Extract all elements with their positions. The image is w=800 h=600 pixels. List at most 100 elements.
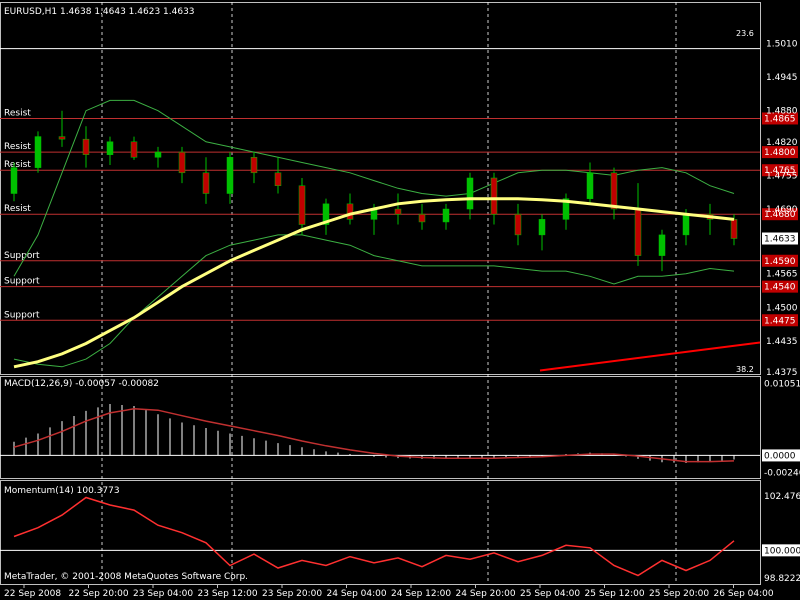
price-tick-5: 1.4690 bbox=[766, 205, 798, 215]
x-label-10: 25 Sep 20:00 bbox=[649, 589, 709, 599]
x-axis: 22 Sep 2008 22 Sep 20:00 23 Sep 04:00 23 Se… bbox=[4, 584, 774, 599]
price-tick-2: 1.4880 bbox=[766, 107, 798, 117]
candle-18 bbox=[442, 208, 450, 223]
x-label-11: 26 Sep 04:00 bbox=[714, 589, 774, 599]
level-box-text-5: 1.4540 bbox=[764, 283, 796, 293]
candle-5 bbox=[130, 141, 138, 158]
level-box-1 bbox=[762, 146, 798, 159]
macd-signal-line bbox=[13, 408, 735, 463]
candle-21 bbox=[514, 213, 522, 236]
candle-16 bbox=[394, 208, 402, 215]
candle-28 bbox=[682, 213, 690, 236]
candle-30 bbox=[730, 219, 738, 239]
candle-11 bbox=[274, 172, 282, 186]
x-label-0: 22 Sep 2008 bbox=[4, 589, 61, 599]
candle-20 bbox=[490, 177, 498, 215]
level-label-6: Support bbox=[4, 310, 40, 320]
x-label-8: 25 Sep 04:00 bbox=[520, 589, 580, 599]
level-label-5: Support bbox=[4, 277, 40, 287]
candle-24 bbox=[586, 172, 594, 199]
x-label-5: 24 Sep 04:00 bbox=[327, 589, 387, 599]
level-box-4 bbox=[762, 254, 798, 267]
price-panel[interactable]: Resist 1.4865 Resist 1.4800 Resist 1.4765 Resi… bbox=[0, 29, 798, 378]
x-label-7: 24 Sep 20:00 bbox=[456, 589, 516, 599]
macd-zero-box bbox=[762, 449, 800, 462]
level-box-text-0: 1.4865 bbox=[764, 114, 796, 124]
trendline bbox=[539, 341, 761, 372]
candle-7 bbox=[178, 151, 186, 174]
macd-title: MACD(12,26,9) -0.00057 -0.00082 bbox=[4, 379, 159, 389]
price-tick-9: 1.4435 bbox=[766, 337, 798, 347]
candle-25 bbox=[610, 172, 618, 210]
price-tick-3: 1.4820 bbox=[766, 138, 798, 148]
momentum-100-box bbox=[762, 544, 800, 557]
level-box-3 bbox=[762, 208, 798, 221]
candle-9 bbox=[226, 157, 234, 194]
price-tick-1: 1.4945 bbox=[766, 73, 798, 83]
upper-band bbox=[13, 99, 735, 277]
macd-tick-1: 0.0000 bbox=[764, 451, 796, 461]
fib-label-bottom: 38.2 bbox=[736, 365, 754, 374]
momentum-tick-2: 98.8222 bbox=[764, 574, 800, 584]
candle-27 bbox=[658, 234, 666, 256]
price-tick-8: 1.4500 bbox=[766, 303, 798, 313]
vertical-gridlines bbox=[101, 2, 677, 584]
level-label-0: Resist bbox=[4, 108, 31, 118]
candle-3 bbox=[82, 138, 90, 155]
x-label-6: 24 Sep 12:00 bbox=[391, 589, 451, 599]
panel-frame-0 bbox=[0, 2, 761, 375]
level-box-5 bbox=[762, 280, 798, 293]
candle-2 bbox=[58, 136, 66, 140]
fib-label-top: 23.6 bbox=[736, 29, 754, 38]
momentum-title: Momentum(14) 100.3773 bbox=[4, 486, 120, 496]
macd-tick-2: -0.00246 bbox=[764, 468, 800, 478]
price-tick-0: 1.5010 bbox=[766, 39, 798, 49]
moving-average bbox=[13, 197, 735, 369]
panel-frames bbox=[0, 2, 761, 585]
level-label-1: Resist bbox=[4, 142, 31, 152]
level-box-text-1: 1.4800 bbox=[764, 148, 796, 158]
level-box-0 bbox=[762, 112, 798, 125]
level-label-2: Resist bbox=[4, 160, 31, 170]
candle-6 bbox=[154, 151, 162, 158]
current-price-text: 1.4633 bbox=[764, 235, 796, 245]
candle-12 bbox=[298, 185, 306, 225]
price-tick-10: 1.4375 bbox=[766, 368, 798, 378]
level-box-text-6: 1.4475 bbox=[764, 316, 796, 326]
current-price-box bbox=[762, 232, 798, 245]
x-label-9: 25 Sep 12:00 bbox=[585, 589, 645, 599]
x-label-2: 23 Sep 04:00 bbox=[133, 589, 193, 599]
level-box-2 bbox=[762, 164, 798, 177]
level-label-3: Resist bbox=[4, 204, 31, 214]
momentum-line bbox=[13, 496, 735, 577]
candle-23 bbox=[562, 198, 570, 220]
panel-frame-1 bbox=[0, 376, 761, 479]
price-tick-7: 1.4565 bbox=[766, 270, 798, 280]
level-label-4: Support bbox=[4, 251, 40, 261]
x-label-3: 23 Sep 12:00 bbox=[198, 589, 258, 599]
watermark: MetaTrader, © 2001-2008 MetaQuotes Softw… bbox=[4, 572, 248, 582]
momentum-panel[interactable]: 102.4763 100.0000 98.8222 bbox=[0, 492, 800, 584]
lower-band bbox=[13, 234, 735, 368]
x-label-1: 22 Sep 20:00 bbox=[69, 589, 129, 599]
x-label-4: 23 Sep 20:00 bbox=[262, 589, 322, 599]
candle-17 bbox=[418, 213, 426, 223]
chart-title: EURUSD,H1 1.4638 1.4643 1.4623 1.4633 bbox=[4, 7, 195, 17]
candle-1 bbox=[34, 136, 42, 168]
panel-frame-2 bbox=[0, 480, 761, 585]
momentum-tick-1: 100.0000 bbox=[764, 546, 800, 556]
level-box-text-3: 1.4680 bbox=[764, 210, 796, 220]
candle-10 bbox=[250, 157, 258, 174]
price-tick-4: 1.4755 bbox=[766, 171, 798, 181]
macd-panel[interactable]: 0.01051 0.0000 -0.00246 bbox=[0, 379, 800, 478]
level-box-text-4: 1.4590 bbox=[764, 257, 796, 267]
candle-14 bbox=[346, 203, 354, 220]
candle-4 bbox=[106, 141, 114, 155]
candle-26 bbox=[634, 208, 642, 256]
candle-0 bbox=[10, 167, 18, 194]
candle-8 bbox=[202, 172, 210, 194]
level-box-6 bbox=[762, 314, 798, 327]
momentum-tick-0: 102.4763 bbox=[764, 492, 800, 502]
candle-13 bbox=[322, 203, 330, 225]
